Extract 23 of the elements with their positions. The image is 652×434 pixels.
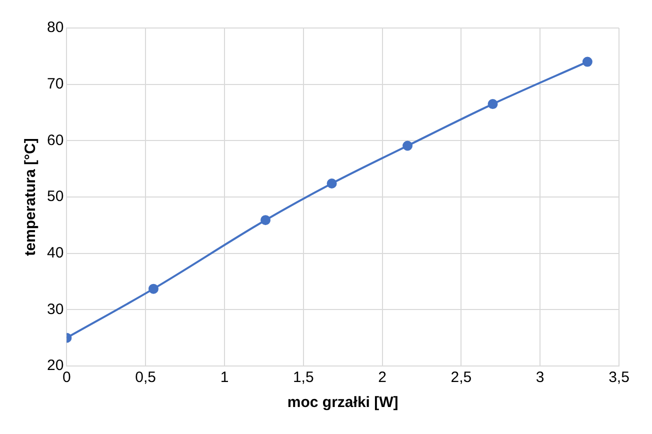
x-tick-label: 2 bbox=[378, 369, 386, 386]
x-tick-label: 0 bbox=[62, 369, 71, 386]
x-tick-label: 1 bbox=[220, 369, 229, 386]
point bbox=[488, 99, 498, 110]
point bbox=[148, 284, 158, 294]
point bbox=[402, 140, 413, 151]
y-tick-label: 80 bbox=[46, 19, 64, 36]
x-tick-label: 3 bbox=[536, 369, 544, 386]
y-tick-label: 30 bbox=[46, 300, 64, 318]
point bbox=[582, 56, 592, 67]
x-axis-title: moc grzałki [W] bbox=[287, 394, 398, 412]
y-axis-title: temperatura [°C] bbox=[22, 138, 40, 256]
x-tick-label: 1,5 bbox=[292, 369, 314, 386]
y-tick-label: 70 bbox=[46, 75, 64, 92]
y-tick-label: 40 bbox=[46, 244, 64, 262]
y-tick-label: 50 bbox=[46, 188, 64, 206]
point bbox=[326, 178, 337, 188]
x-tick-label: 2,5 bbox=[450, 369, 472, 386]
x-tick-label: 3,5 bbox=[608, 369, 630, 386]
point bbox=[260, 215, 271, 226]
x-tick-label: 0,5 bbox=[135, 369, 156, 386]
y-tick-label: 20 bbox=[46, 357, 64, 374]
y-tick-label: 60 bbox=[46, 132, 64, 149]
